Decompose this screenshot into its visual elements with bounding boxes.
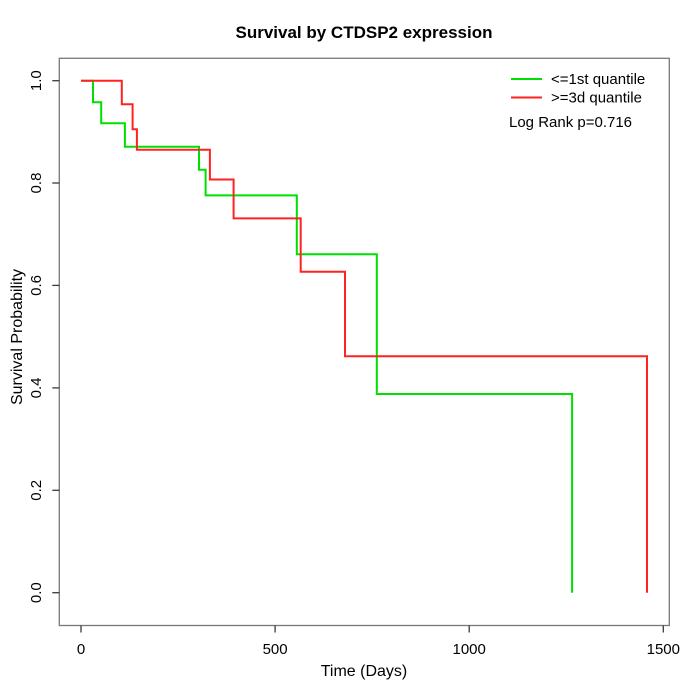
x-tick-label-1500: 1500 <box>647 641 680 658</box>
x-tick-label-1000: 1000 <box>453 641 486 658</box>
x-axis-ticks <box>80 625 664 633</box>
x-axis-label: Time (Days) <box>321 663 408 680</box>
legend-label-high-expression: >=3d quantile <box>551 90 642 107</box>
y-axis-label: Survival Probability <box>9 269 26 405</box>
legend-label-low-expression: <=1st quantile <box>551 71 645 88</box>
x-tick-label-0: 0 <box>77 641 85 658</box>
log-rank-annotation: Log Rank p=0.716 <box>509 114 632 131</box>
legend: <=1st quantile >=3d quantile Log Rank p=… <box>509 71 645 131</box>
y-axis-ticks <box>52 80 60 594</box>
y-tick-label-0.6: 0.6 <box>28 275 45 296</box>
y-tick-label-0.0: 0.0 <box>28 582 45 603</box>
y-tick-label-1.0: 1.0 <box>28 70 45 91</box>
y-tick-label-0.4: 0.4 <box>28 377 45 398</box>
survival-curve-low-expression <box>81 79 574 593</box>
y-tick-label-0.8: 0.8 <box>28 173 45 194</box>
y-tick-label-0.2: 0.2 <box>28 480 45 501</box>
survival-curve-high-expression <box>81 79 648 593</box>
x-tick-label-500: 500 <box>263 641 288 658</box>
plot-title: Survival by CTDSP2 expression <box>236 23 493 42</box>
plot-border <box>58 57 670 627</box>
